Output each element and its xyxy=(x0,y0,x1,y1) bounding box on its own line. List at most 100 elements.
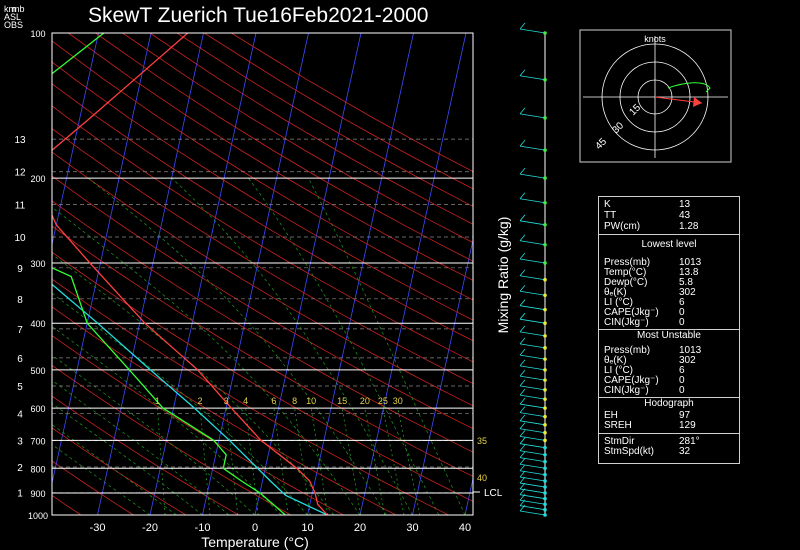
wind-level-dot xyxy=(543,200,547,205)
mixing-ratio-label: 15 xyxy=(337,396,347,406)
wind-level-dot xyxy=(543,430,547,435)
mixing-ratio-label: 3 xyxy=(224,396,229,406)
x-axis-title: Temperature (°C) xyxy=(201,534,309,550)
mixing-ratio-line xyxy=(199,408,211,515)
wind-barb xyxy=(519,450,546,456)
wind-level-dot xyxy=(543,472,547,477)
wind-barb xyxy=(519,388,526,396)
pressure-tick-label: 500 xyxy=(30,366,45,376)
wind-barb xyxy=(519,275,546,281)
wind-level-dot xyxy=(543,502,547,507)
pressure-isobars xyxy=(52,32,473,516)
dry-adiabat-line xyxy=(52,61,473,321)
mixing-ratio-label: 1 xyxy=(155,396,160,406)
pressure-tick-label: 900 xyxy=(30,489,45,499)
wind-barb xyxy=(519,22,526,30)
lowest-row-dewp: Dewp(°C) 5.8 xyxy=(604,277,693,288)
wind-barb xyxy=(519,430,526,437)
wind-barb xyxy=(519,214,526,222)
wind-barb xyxy=(519,359,526,367)
lowest-row-temp: Temp(°C) 13.8 xyxy=(604,267,699,278)
dry-adiabat-line xyxy=(52,335,344,515)
wind-barb xyxy=(519,457,546,463)
pressure-tick-label: 800 xyxy=(30,464,45,474)
wind-barb xyxy=(519,299,526,306)
wind-barb xyxy=(519,234,526,242)
wind-level-dot xyxy=(543,496,547,501)
wind-barb xyxy=(519,173,546,179)
mixing-ratio-label: 8 xyxy=(292,396,297,406)
most-unstable-header: Most Unstable xyxy=(637,330,701,341)
mixing-ratio-line xyxy=(397,407,421,515)
mixing-ratio-line xyxy=(157,408,166,515)
lcl-label: LCL xyxy=(484,488,503,499)
dry-adiabat-line xyxy=(52,460,134,515)
pressure-tick-label: 300 xyxy=(30,259,45,269)
lowest-row-thetae: θₑ(K) 302 xyxy=(604,287,696,298)
wind-level-dot xyxy=(543,466,547,471)
isotherm-line xyxy=(202,33,309,515)
isotherm-line xyxy=(307,33,414,515)
wind-level-dot xyxy=(543,261,547,265)
wind-barb xyxy=(519,240,546,246)
wind-level-dot xyxy=(543,513,547,517)
dry-adiabat-line xyxy=(52,83,473,342)
height-tick-label: 3 xyxy=(17,437,23,448)
moist-adiabat-line xyxy=(308,177,466,515)
lowest-row-li: LI (°C) 6 xyxy=(604,297,685,308)
wind-barb xyxy=(519,145,546,151)
index-row-k: K 13 xyxy=(604,199,691,210)
wind-barb xyxy=(519,451,526,458)
pressure-tick-label: 600 xyxy=(30,404,45,414)
hodograph-trace xyxy=(667,82,711,93)
wind-level-dot xyxy=(543,334,547,338)
wind-level-dot xyxy=(543,31,547,35)
wind-barb xyxy=(519,28,546,34)
moist-adiabat-line xyxy=(248,177,440,515)
wind-barb xyxy=(519,385,546,391)
wind-level-dot xyxy=(543,438,547,443)
wind-level-dot xyxy=(543,459,547,464)
moist-adiabat-line xyxy=(52,326,282,515)
hodograph-title: knots xyxy=(644,34,666,44)
wind-barb xyxy=(519,69,526,76)
wind-level-dot xyxy=(543,397,547,401)
wind-barb xyxy=(519,369,526,377)
mixing-ratio-line xyxy=(310,408,329,515)
mixing-ratio-line xyxy=(294,408,311,515)
height-tick-label: 8 xyxy=(17,295,23,306)
axis-labels: 1 2 3 4 6 8 10 15 20 25 30100200300400500600700800… xyxy=(14,29,502,534)
dry-adiabat-line xyxy=(52,278,449,515)
wind-level-dot xyxy=(543,479,547,483)
wind-level-dot xyxy=(543,406,547,410)
dry-adiabat-line xyxy=(52,40,473,301)
wind-level-dot xyxy=(543,242,547,247)
mixing-ratio-label: 4 xyxy=(243,396,248,406)
wind-barb xyxy=(519,198,546,204)
mixing-ratio-axis-title: Mixing Ratio (g/kg) xyxy=(495,217,511,334)
indices-panel: K 13 TT 43 PW(cm) 1.28 Lowest level Press(m… xyxy=(598,196,740,464)
wind-barb xyxy=(519,113,546,119)
mixing-ratio-label: 2 xyxy=(197,396,202,406)
moist-adiabat-line xyxy=(52,424,177,515)
wind-level-dot xyxy=(543,414,547,419)
moist-adiabat-line xyxy=(52,292,308,515)
wind-barb xyxy=(519,443,546,449)
lowest-row-cape: CAPE(Jkg⁻) 0 xyxy=(604,307,685,318)
wind-barb xyxy=(519,499,546,505)
unstable-row-thetae: θₑ(K) 302 xyxy=(604,355,696,366)
wind-barb xyxy=(519,464,526,471)
height-tick-label: 1 xyxy=(17,489,23,500)
isotherm-line xyxy=(52,33,152,486)
dry-adiabat-line xyxy=(52,200,473,453)
mixing-ratio-label: 10 xyxy=(306,396,316,406)
sounding-curves xyxy=(52,33,328,515)
panel-divider xyxy=(599,397,739,398)
height-tick-label: 7 xyxy=(17,325,23,336)
index-row-pw: PW(cm) 1.28 xyxy=(604,221,699,232)
dewpoint-curve xyxy=(52,33,286,515)
hodo-row-eh: EH 97 xyxy=(604,410,691,421)
wind-barb xyxy=(519,494,546,500)
temperature-curve xyxy=(52,33,328,515)
wind-barb xyxy=(519,397,526,405)
